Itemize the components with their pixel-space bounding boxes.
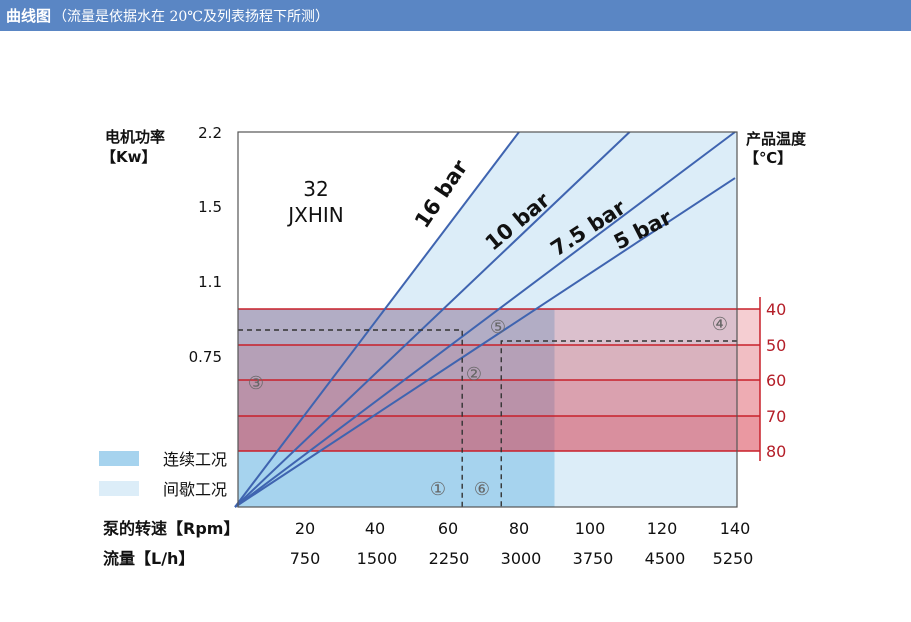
flow-tick-label: 1500 xyxy=(357,549,398,568)
marker-6: ⑥ xyxy=(474,479,490,500)
right-tick-label: 70 xyxy=(766,407,786,426)
page-title: 曲线图 xyxy=(6,7,52,25)
left-tick-label: 0.75 xyxy=(189,348,222,366)
example-path xyxy=(238,329,737,507)
intermittent-region xyxy=(238,132,737,507)
right-tick-label: 60 xyxy=(766,371,786,390)
speed-tick-label: 100 xyxy=(575,519,606,538)
temperature-band-60-70 xyxy=(238,380,760,416)
flow-tick-label: 4500 xyxy=(645,549,686,568)
legend-label: 连续工况 xyxy=(163,450,227,469)
speed-axis-label: 泵的转速【Rpm】 xyxy=(102,519,239,538)
left-tick-label: 1.5 xyxy=(198,198,222,216)
pressure-line-1 xyxy=(234,131,520,508)
model-number: 32 xyxy=(303,177,328,201)
plot-frame xyxy=(237,131,738,508)
pressure-line-2 xyxy=(234,131,631,508)
example-path-2 xyxy=(500,340,737,507)
chart-frame xyxy=(237,131,761,508)
marker-3: ③ xyxy=(248,373,264,394)
speed-tick-label: 140 xyxy=(720,519,751,538)
chart-regions xyxy=(238,132,760,507)
speed-tick-label: 40 xyxy=(365,519,385,538)
pressure-lines xyxy=(234,131,736,508)
intermittent-region-low xyxy=(554,309,737,507)
right-tick-label: 80 xyxy=(766,442,786,461)
temperature-band-50-60 xyxy=(238,345,760,380)
right-axis-unit: 【℃】 xyxy=(744,149,792,167)
left-tick-label: 2.2 xyxy=(198,124,222,142)
speed-tick-label: 80 xyxy=(509,519,529,538)
flow-tick-label: 750 xyxy=(290,549,321,568)
flow-tick-label: 3000 xyxy=(501,549,542,568)
page-subtitle: （流量是依据水在 20℃及列表扬程下所测） xyxy=(53,8,329,25)
legend-label: 间歇工况 xyxy=(163,480,227,499)
pressure-line-4 xyxy=(234,177,736,508)
speed-tick-label: 20 xyxy=(295,519,315,538)
flow-tick-label: 5250 xyxy=(713,549,754,568)
marker-5: ⑤ xyxy=(490,317,506,338)
legend-swatch xyxy=(99,481,139,496)
marker-4: ④ xyxy=(712,314,728,335)
flow-tick-label: 3750 xyxy=(573,549,614,568)
speed-tick-label: 60 xyxy=(438,519,458,538)
model-name: JXHIN xyxy=(286,203,344,227)
left-axis-label: 电机功率 xyxy=(105,128,165,146)
speed-tick-label: 120 xyxy=(647,519,678,538)
page-header: 曲线图 （流量是依据水在 20℃及列表扬程下所测） xyxy=(0,0,911,31)
legend-swatch xyxy=(99,451,139,466)
pressure-line-3 xyxy=(234,131,736,508)
right-tick-label: 40 xyxy=(766,300,786,319)
right-axis-label: 产品温度 xyxy=(746,130,807,148)
marker-2: ② xyxy=(466,364,482,385)
temperature-band-40-50 xyxy=(238,309,760,345)
left-axis-unit: 【Kw】 xyxy=(101,148,156,166)
marker-1: ① xyxy=(430,479,446,500)
flow-tick-label: 2250 xyxy=(429,549,470,568)
example-path-1 xyxy=(238,329,463,507)
right-tick-label: 50 xyxy=(766,336,786,355)
flow-axis-label: 流量【L/h】 xyxy=(103,549,194,568)
left-tick-label: 1.1 xyxy=(198,273,222,291)
